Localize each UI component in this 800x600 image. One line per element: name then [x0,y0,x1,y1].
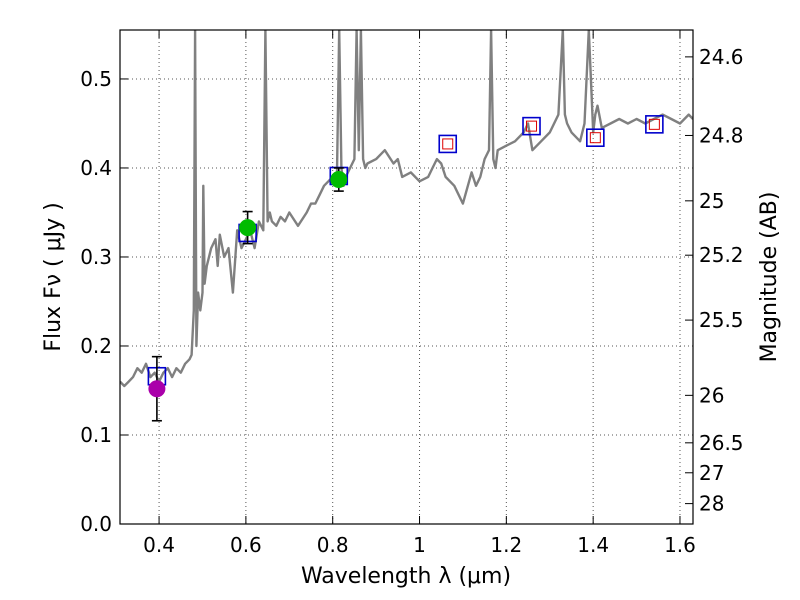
model-flux-inner-square [526,120,538,132]
observed-flux-point [239,219,257,237]
x-tick-label: 1.4 [577,533,609,557]
plot-frame [119,29,694,525]
x-tick-label: 1 [413,533,426,557]
y-axis-label: Flux Fν ( μJy ) [41,202,66,351]
mag-tick-label: 25.5 [699,308,744,332]
mag-tick-label: 27 [699,461,724,485]
y-tick-label: 0.3 [80,245,112,269]
y-tick-label: 0.5 [80,67,112,91]
tick-layer: 0.4 0.6 0.8 1 1.2 1.4 1.6 0.0 0.1 0.2 0.3 0.4 0.5 24.… [80,30,744,557]
model-flux-square [586,128,605,148]
mag-tick-label: 25.2 [699,243,744,267]
y-tick-label: 0.0 [80,512,112,536]
mag-tick-label: 28 [699,492,724,516]
observed-flux-point [148,380,166,398]
marker-layer [147,115,664,422]
x-tick-label: 0.8 [317,533,349,557]
observed-flux-point [330,171,348,189]
y-tick-label: 0.2 [80,334,112,358]
model-flux-square [522,116,541,136]
y-tick-label: 0.1 [80,423,112,447]
mag-tick-label: 26.5 [699,431,744,455]
model-flux-inner-square [648,118,660,130]
mag-tick-label: 24.6 [699,45,744,69]
x-tick-label: 0.6 [230,533,262,557]
y2-axis-label: Magnitude (AB) [757,192,782,363]
mag-tick-label: 26 [699,383,724,407]
model-flux-inner-square [589,132,601,144]
x-tick-label: 1.2 [490,533,522,557]
y-tick-label: 0.4 [80,156,112,180]
x-tick-label: 1.6 [664,533,696,557]
mag-tick-label: 25 [699,189,724,213]
x-tick-label: 0.4 [143,533,175,557]
model-flux-inner-square [442,138,454,150]
x-axis-label: Wavelength λ (μm) [301,564,511,589]
model-flux-square [438,134,458,154]
mag-tick-label: 24.8 [699,123,744,147]
model-flux-square [645,115,664,134]
